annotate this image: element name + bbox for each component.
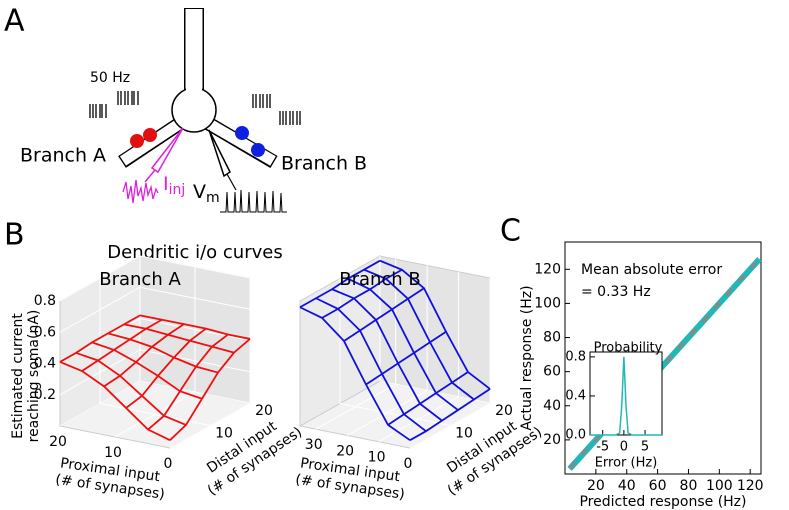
z-tick-label: 0.2 [34,387,56,403]
x-tick-label: 100 [706,478,733,494]
y-tick-label: 80 [543,330,561,346]
x-tick-label: 10 [368,450,386,466]
x-tick-label: 0 [620,440,628,455]
z-tick-label: 0.6 [34,324,56,340]
surface-row [103,323,185,388]
surface-row [365,330,447,386]
surface-row [147,333,229,431]
y-tick-label: 10 [215,426,233,442]
grid-line [59,255,251,302]
y-tick-label: 20 [255,403,273,419]
surface-column [91,341,203,400]
y-tick-label: 100 [534,295,561,311]
x-axis-label: Predicted response (Hz) [579,494,746,510]
surface-row [125,327,207,409]
voltage-symbol: V [193,181,206,203]
surface-row [59,314,141,363]
surface-row [343,287,425,342]
branch-label: Branch A [20,145,106,167]
annotation: = 0.33 Hz [581,284,651,300]
neuron [118,8,278,169]
voltage-label: Vm [193,181,220,207]
annotation: Mean absolute error [581,262,722,278]
z-tick-label: 0.4 [34,356,56,372]
z-axis-label: reaching soma(nA) [26,310,42,443]
x-tick-label: 5 [641,440,649,455]
grid-line [339,278,451,426]
z-axis-label: Estimated current [10,313,26,439]
x-tick-label: 20 [336,443,354,459]
surface-column [347,277,459,411]
y-axis-label: Actual response (Hz) [519,285,535,430]
x-tick-label: 10 [104,445,122,461]
surface-column [139,314,251,340]
panel-label: C [500,214,521,249]
grid-line [59,349,251,396]
synapses [130,126,265,157]
surface-column [107,332,219,374]
x-tick-label: 20 [587,478,605,494]
x-tick-label: 40 [618,478,636,494]
electrodes [122,127,287,213]
surface-column [363,268,475,401]
x-tick-label: 60 [649,478,667,494]
x-tick-label: 80 [680,478,698,494]
surface-column [75,352,187,426]
surface-title: Branch B [339,269,421,290]
current-label: Iinj [163,173,185,199]
x-tick-label: 20 [49,434,67,450]
surface-column [299,306,411,441]
surface-row [169,338,251,441]
current-subscript: inj [169,182,186,198]
surface-column [123,323,235,354]
grid-line [99,278,211,426]
y-tick-label: 60 [543,364,561,380]
x-tick-label: 0 [404,456,413,472]
surface-column [331,288,443,422]
voltage-subscript: m [206,190,220,206]
current-symbol: I [163,173,169,195]
spike-trains [89,91,301,125]
surface-row [321,268,403,319]
surface-column [379,259,491,390]
rate-label: 50 Hz [90,70,130,86]
series-line [568,257,761,470]
y-axis-label: Probability [594,341,663,356]
y-tick-label: 20 [495,403,513,419]
panel-label: A [4,4,25,39]
x-tick-label: 120 [737,478,764,494]
surface-column [315,297,427,432]
surface-row [299,259,381,309]
panel-label: B [4,218,25,253]
x-tick-label: -5 [596,440,609,455]
x-tick-label: 30 [305,437,323,453]
y-tick-label: 120 [534,261,561,277]
branch-label: Branch B [281,153,367,175]
x-axis-label: Error (Hz) [595,456,658,471]
grid-line [59,286,251,333]
surface-row [81,318,163,372]
grid-line [139,256,251,404]
surface-row [409,388,491,441]
y-tick-label: 0.8 [565,349,586,364]
z-tick-label: 0.8 [34,293,56,309]
series-line [590,356,662,436]
y-tick-label: 40 [543,398,561,414]
grid-line [59,317,251,364]
surface-title: Branch A [99,269,181,290]
y-tick-label: 0.4 [565,388,586,403]
y-tick-label: 20 [543,432,561,448]
y-tick-label: 0.0 [565,428,586,443]
surface-column [59,361,171,441]
surface-row [387,371,469,426]
y-tick-label: 10 [455,426,473,442]
x-tick-label: 0 [164,456,173,472]
